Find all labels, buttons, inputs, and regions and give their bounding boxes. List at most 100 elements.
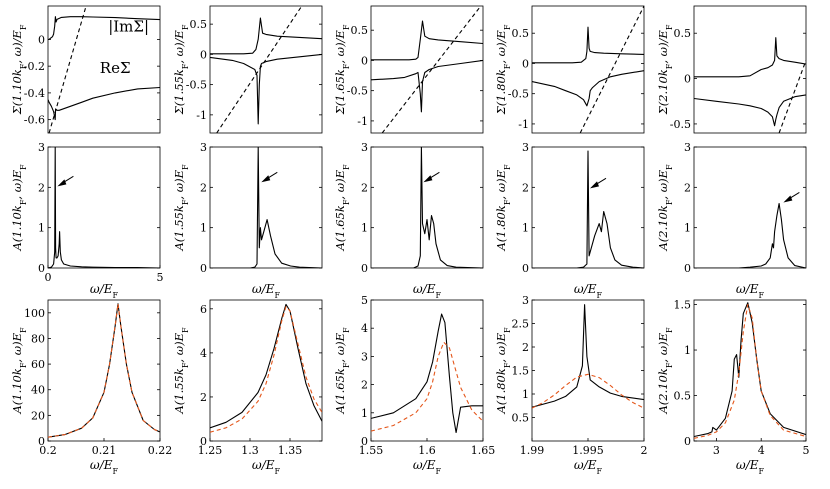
x-tick-label: 4 xyxy=(758,444,765,457)
panel-p33: 0 1 2 3 4 5 1.55 1.6 1.65 A(1.65kF, ω)EF ω/EF xyxy=(333,294,495,476)
panel-p23: 0 1 2 3 A(1.65kF, ω)EF ω/EF xyxy=(333,141,484,300)
x-axis-label: ω/EF xyxy=(736,282,765,300)
y-tick-label: 1.5 xyxy=(674,299,692,312)
panel-p15: -0.5 0 0.5Σ(2.10kF, ω)/EF xyxy=(656,5,807,134)
y-axis-label: A(1.80kF, ω)EF xyxy=(494,164,512,252)
panel-p31: 0 20 40 60 80 100 0.2 0.21 0.22 A(1.10kF, ω)EF ω/E… xyxy=(10,299,173,476)
axes-frame xyxy=(693,299,807,442)
series-im-line xyxy=(48,16,160,40)
y-tick-label: -1 xyxy=(518,118,529,131)
series-re-line xyxy=(694,94,806,127)
series-quasiparticle-line xyxy=(210,306,322,433)
series-full-line xyxy=(210,303,322,429)
series-im-line xyxy=(371,20,483,61)
y-tick-label: 2 xyxy=(522,181,529,194)
y-tick-label: 1 xyxy=(684,344,691,357)
x-tick-label: 2 xyxy=(641,444,648,457)
series-quasiparticle-line xyxy=(371,341,483,432)
y-tick-label: 40 xyxy=(31,384,45,397)
x-tick-label: 0.22 xyxy=(148,444,173,457)
series-k-line xyxy=(48,6,87,133)
y-tick-label: 0 xyxy=(38,33,45,46)
y-tick-label: 0.5 xyxy=(674,27,692,40)
x-tick-label: 0.2 xyxy=(39,444,57,457)
y-tick-label: -0.4 xyxy=(24,87,45,100)
y-tick-label: 0 xyxy=(200,435,207,448)
y-tick-label: 2 xyxy=(684,181,691,194)
y-axis-label: Σ(1.10kF, ω)/EF xyxy=(10,24,28,115)
x-axis-label: ω/EF xyxy=(413,458,442,476)
panel-p32: 0 2 4 6 1.25 1.3 1.35 A(1.55kF, ω)EF ω/EF xyxy=(172,299,323,476)
x-axis-label: ω/EF xyxy=(252,458,281,476)
axes-frame xyxy=(370,146,484,269)
x-tick-label: 1.65 xyxy=(471,444,496,457)
y-tick-label: -0.6 xyxy=(24,114,45,127)
y-tick-label: 4 xyxy=(200,347,207,360)
panel-p11: -0.6 -0.4 -0.2 0 Σ(1.10kF, ω)/EF |ImΣ| ReΣ xyxy=(10,5,161,134)
y-tick-label: 60 xyxy=(31,358,45,371)
series-re-line xyxy=(532,70,644,107)
panel-p12: -1 -0.5 0 0.5Σ(1.55kF, ω)/EF xyxy=(172,5,323,134)
y-tick-label: 20 xyxy=(31,409,45,422)
y-tick-label: 1 xyxy=(522,222,529,235)
x-axis-label: ω/EF xyxy=(736,458,765,476)
y-tick-label: 0.5 xyxy=(512,412,530,425)
y-tick-label: 0 xyxy=(361,54,368,67)
y-tick-label: 3 xyxy=(361,350,368,363)
y-tick-label: 1 xyxy=(361,222,368,235)
y-tick-label: 3 xyxy=(522,294,529,307)
pointer-arrowhead xyxy=(57,179,67,187)
series-full-line xyxy=(532,304,644,408)
x-tick-label: 1.995 xyxy=(572,444,604,457)
axes-frame xyxy=(370,5,484,134)
y-tick-label: 1 xyxy=(684,222,691,235)
y-tick-label: 2.5 xyxy=(512,318,530,331)
y-tick-label: 3 xyxy=(522,141,529,154)
x-tick-label: 1.25 xyxy=(198,444,223,457)
y-tick-label: 2 xyxy=(361,379,368,392)
annotation-label: |ImΣ| xyxy=(108,17,149,35)
y-tick-label: 2 xyxy=(200,181,207,194)
y-tick-label: 0.5 xyxy=(674,390,692,403)
y-axis-label: A(1.10kF, ω)EF xyxy=(10,164,28,252)
x-axis-label: ω/EF xyxy=(413,282,442,300)
y-tick-label: 0.5 xyxy=(512,27,530,40)
series-re-line xyxy=(371,59,483,113)
y-tick-label: 0 xyxy=(522,57,529,70)
series-quasiparticle-line xyxy=(694,303,806,439)
x-axis-label: ω/EF xyxy=(574,282,603,300)
y-tick-label: 0 xyxy=(684,73,691,86)
y-axis-label: A(1.55kF, ω)EF xyxy=(172,327,190,415)
series-re-line xyxy=(210,53,322,125)
y-axis-label: A(1.65kF, ω)EF xyxy=(333,327,351,415)
panel-p34: 0.5 1 1.5 2 2.5 3 1.99 1.995 2 A(1.80kF, ω)EF ω/EF xyxy=(494,294,648,476)
x-tick-label: 1.55 xyxy=(359,444,384,457)
series-im-line xyxy=(210,17,322,55)
y-tick-label: 2 xyxy=(522,341,529,354)
y-tick-label: 1.5 xyxy=(512,365,530,378)
x-tick-label: 3 xyxy=(713,444,720,457)
pointer-arrowhead xyxy=(783,195,793,203)
series-quasiparticle-line xyxy=(48,303,160,438)
y-tick-label: 100 xyxy=(24,307,45,320)
y-tick-label: 3 xyxy=(684,141,691,154)
y-axis-label: A(1.80kF, ω)EF xyxy=(494,327,512,415)
series-a-line xyxy=(532,150,644,268)
y-axis-label: Σ(2.10kF, ω)/EF xyxy=(656,24,674,115)
x-tick-label: 5 xyxy=(157,271,164,284)
x-axis-label: ω/EF xyxy=(90,282,119,300)
series-im-line xyxy=(694,37,806,78)
series-quasiparticle-line xyxy=(532,373,644,409)
x-tick-label: 1.99 xyxy=(520,444,545,457)
y-axis-label: Σ(1.65kF, ω)/EF xyxy=(333,24,351,115)
y-tick-label: -1 xyxy=(357,115,368,128)
axes-frame xyxy=(370,299,484,442)
y-tick-label: 3 xyxy=(361,141,368,154)
y-tick-label: -1 xyxy=(196,109,207,122)
y-tick-label: 0 xyxy=(38,435,45,448)
series-im-line xyxy=(532,26,644,64)
x-tick-label: 1.35 xyxy=(278,444,303,457)
y-tick-label: 0 xyxy=(684,262,691,275)
y-tick-label: 2 xyxy=(361,181,368,194)
